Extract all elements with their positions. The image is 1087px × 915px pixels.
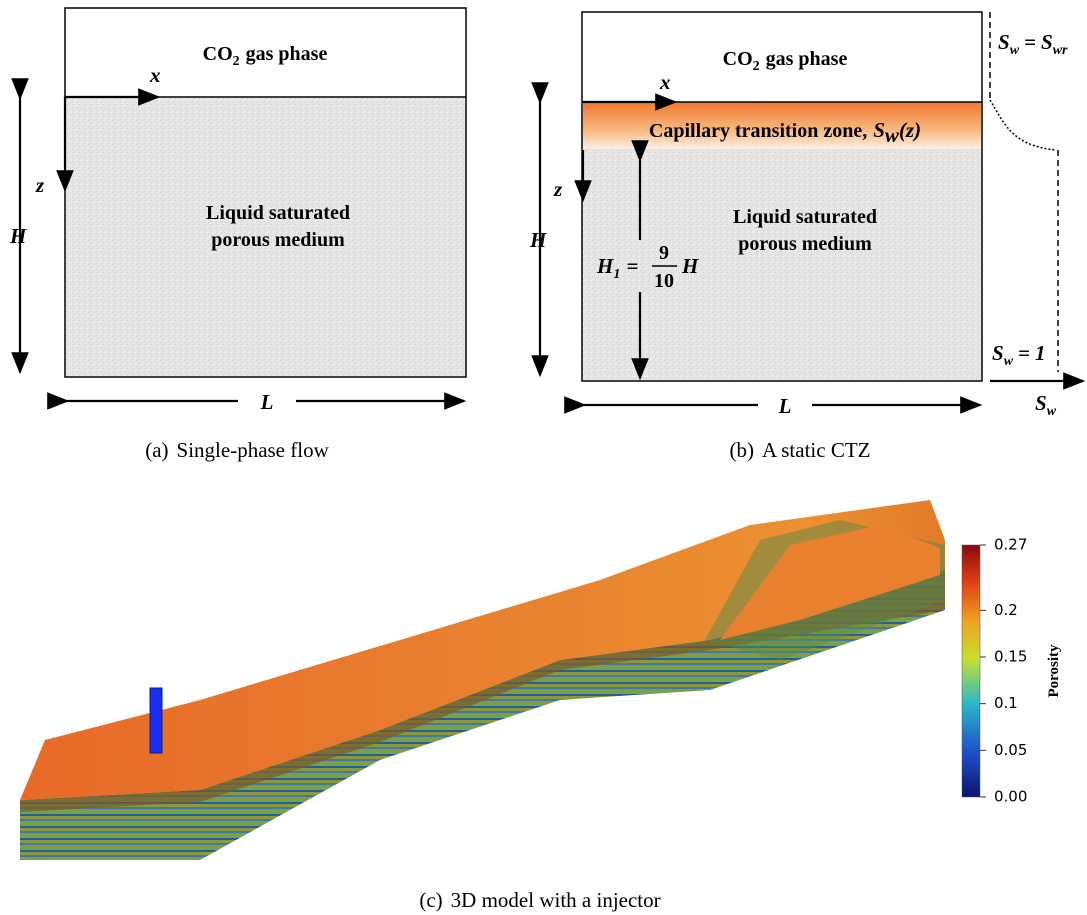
colorbar-label: Porosity xyxy=(1046,644,1062,698)
colorbar-tick-label: 0.1 xyxy=(994,694,1018,712)
height-label: H xyxy=(529,228,547,252)
colorbar-tick-label: 0.27 xyxy=(994,536,1027,554)
colorbar-tick-label: 0.2 xyxy=(994,601,1018,619)
svg-text:H: H xyxy=(681,254,699,278)
caption: (a)Single-phase flow xyxy=(145,438,329,462)
caption: (c)3D model with a injector xyxy=(419,888,660,912)
colorbar-tick-label: 0.00 xyxy=(994,788,1027,806)
medium-label: Liquid saturated xyxy=(733,206,877,228)
porous-medium xyxy=(583,148,981,380)
x-label: x xyxy=(659,70,671,94)
svg-text:10: 10 xyxy=(654,270,674,292)
height-label: H xyxy=(9,224,27,248)
length-label: L xyxy=(260,390,274,414)
z-label: z xyxy=(35,173,45,197)
colorbar xyxy=(962,545,980,797)
panel-c: Porosity (c)3D model with a injector xyxy=(20,500,1062,912)
profile-bottom-label: Sw=1 xyxy=(992,341,1046,369)
profile-axis-label: Sw xyxy=(1035,391,1057,419)
z-label: z xyxy=(553,177,563,201)
colorbar-tick-label: 0.15 xyxy=(994,648,1027,666)
medium-label: Liquid saturated xyxy=(206,202,350,224)
length-label: L xyxy=(778,394,792,418)
profile-top-label: Sw=Swr xyxy=(998,30,1068,58)
caption: (b)A static CTZ xyxy=(730,438,871,462)
x-label: x xyxy=(149,63,161,87)
colorbar-tick-label: 0.05 xyxy=(994,741,1027,759)
medium-label: porous medium xyxy=(211,229,345,251)
svg-text:9: 9 xyxy=(659,242,669,264)
injector xyxy=(150,688,162,753)
figure: CO2gas phase x z H L Liquid saturated po… xyxy=(0,0,1087,915)
medium-label: porous medium xyxy=(738,233,872,255)
